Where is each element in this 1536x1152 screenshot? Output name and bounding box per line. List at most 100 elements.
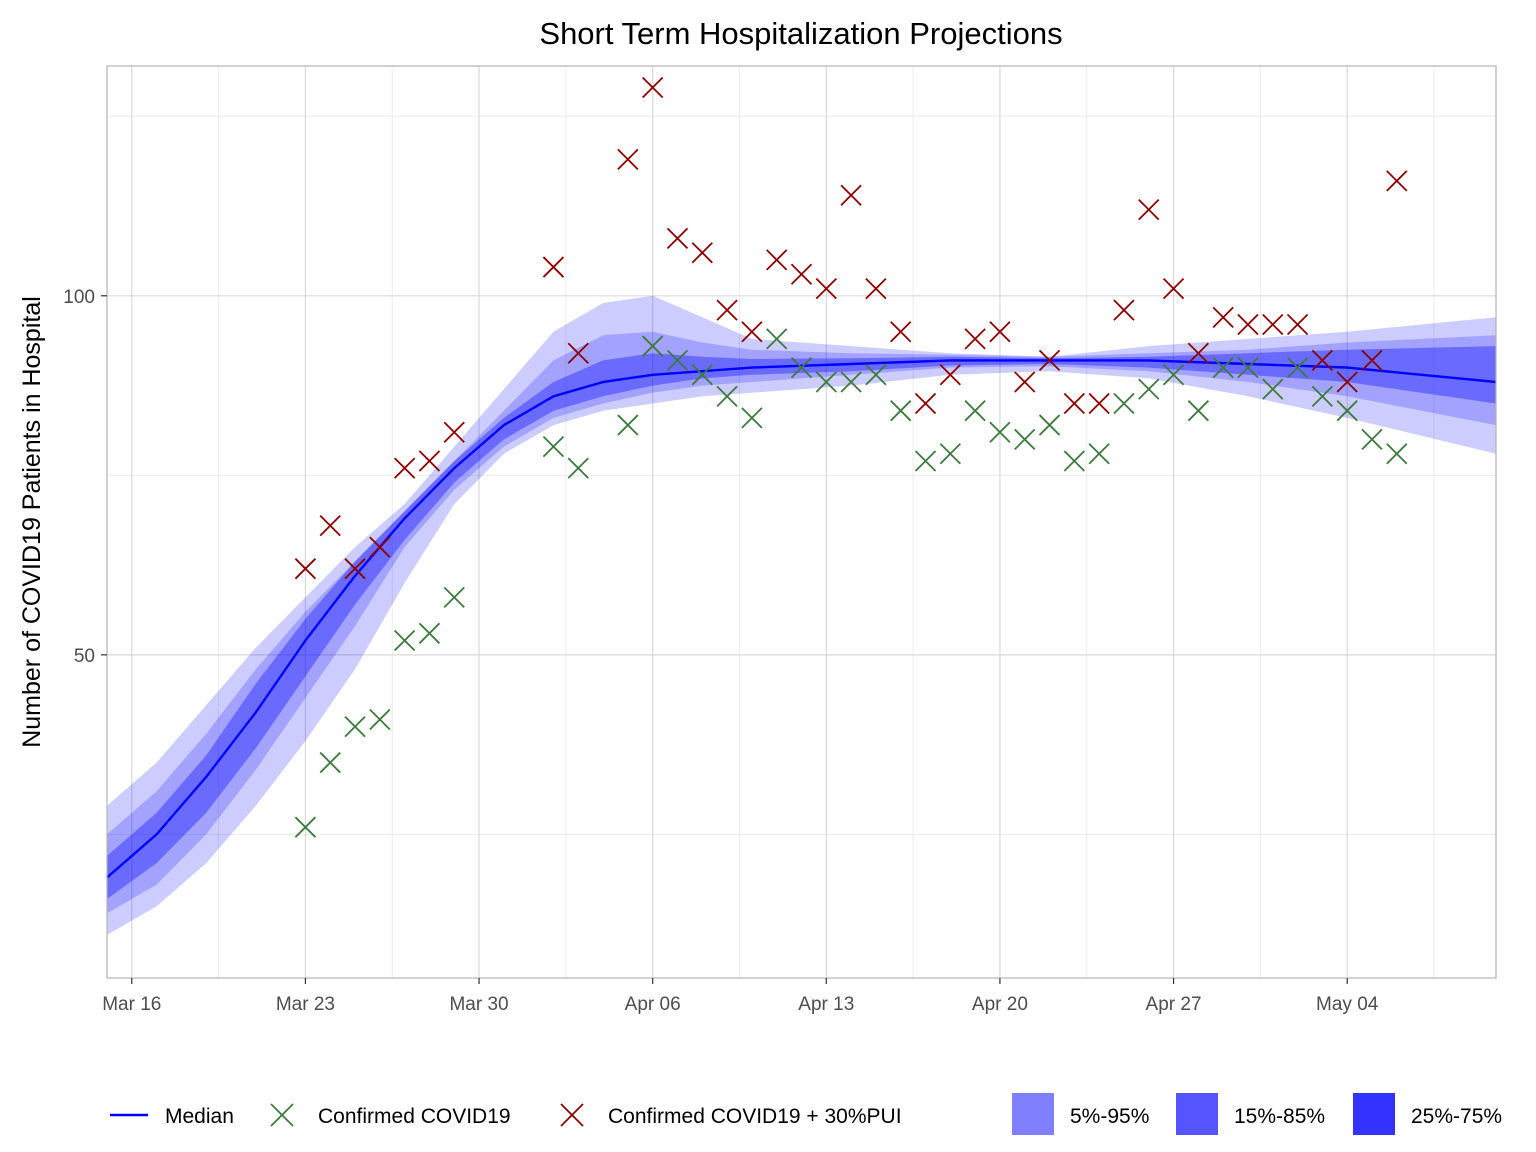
band-5-95 xyxy=(107,295,1496,935)
marker-stroke xyxy=(1336,400,1358,422)
confirmed-pui-point xyxy=(369,536,391,558)
marker-stroke xyxy=(1138,198,1160,221)
marker-stroke xyxy=(560,1103,584,1127)
marker-stroke xyxy=(840,184,862,206)
confirmed-pui-point xyxy=(418,450,441,472)
marker-stroke xyxy=(1237,356,1259,379)
marker-stroke xyxy=(394,629,416,652)
major-gridlines xyxy=(107,66,1496,978)
confirmed-point xyxy=(319,751,341,774)
confirmed-pui-point xyxy=(1038,349,1061,372)
confirmed-point xyxy=(741,407,763,429)
confirmed-point xyxy=(1286,356,1309,379)
marker-stroke xyxy=(1038,349,1061,372)
confirmed-pui-point xyxy=(1336,371,1358,393)
marker-stroke xyxy=(542,256,565,278)
confirmed-point xyxy=(815,371,837,393)
marker-stroke xyxy=(1361,428,1383,451)
x-tick-label: May 04 xyxy=(1316,994,1379,1015)
marker-stroke xyxy=(691,364,713,386)
confirmed-pui-point xyxy=(1386,170,1408,192)
marker-stroke xyxy=(294,558,317,580)
confirmed-point xyxy=(1138,378,1160,400)
y-axis-ticks: 50 100 xyxy=(63,287,107,667)
marker-stroke xyxy=(270,1103,294,1127)
legend-pui-x xyxy=(560,1103,584,1127)
confirmed-point xyxy=(1386,443,1408,465)
x-tick-label: Apr 13 xyxy=(798,994,854,1015)
confirmed-pui-point xyxy=(865,277,887,300)
legend-band-5-95-label: 5%-95% xyxy=(1070,1105,1149,1128)
confirmed-point xyxy=(840,371,862,393)
marker-stroke xyxy=(1113,392,1135,415)
confirmed-pui-point xyxy=(642,76,664,99)
marker-stroke xyxy=(1187,400,1209,422)
plot-area xyxy=(106,65,1497,979)
confirmed-pui-point xyxy=(1138,198,1160,221)
confirmed-pui-point xyxy=(939,364,961,386)
marker-stroke xyxy=(418,622,441,644)
confirmed-pui-point xyxy=(989,321,1011,343)
marker-stroke xyxy=(1212,306,1234,328)
legend-item-band-25-75: 25%-75% xyxy=(1353,1093,1502,1135)
legend-confirmed-label: Confirmed COVID19 xyxy=(318,1105,511,1128)
confirmed-pui-point xyxy=(815,277,837,300)
marker-stroke xyxy=(642,76,664,99)
y-tick-label: 50 xyxy=(74,646,95,667)
marker-stroke xyxy=(666,227,689,249)
marker-stroke xyxy=(418,450,441,472)
marker-stroke xyxy=(369,708,391,731)
confirmed-pui-point xyxy=(1063,392,1085,415)
confirmed-point xyxy=(394,629,416,652)
marker-stroke xyxy=(394,457,416,479)
confirmed-point xyxy=(890,400,912,422)
marker-stroke xyxy=(790,356,813,379)
uncertainty-bands xyxy=(107,295,1496,935)
marker-stroke xyxy=(716,385,738,407)
marker-stroke xyxy=(617,148,639,170)
marker-stroke xyxy=(443,586,465,609)
legend-item-median: Median xyxy=(110,1105,234,1128)
y-axis-title: Number of COVID19 Patients in Hospital xyxy=(18,296,46,748)
marker-stroke xyxy=(1212,356,1234,379)
confirmed-point xyxy=(1038,414,1061,436)
marker-stroke xyxy=(939,364,961,386)
marker-stroke xyxy=(815,277,837,300)
confirmed-pui-point xyxy=(1286,313,1309,336)
confirmed-pui-point xyxy=(319,514,341,537)
marker-stroke xyxy=(1088,443,1110,465)
marker-stroke xyxy=(344,716,366,738)
x-tick-label: Apr 20 xyxy=(972,994,1028,1015)
confirmed-point xyxy=(542,435,565,458)
marker-stroke xyxy=(1361,349,1383,372)
marker-stroke xyxy=(1262,378,1284,400)
marker-stroke xyxy=(1386,443,1408,465)
marker-stroke xyxy=(741,321,763,343)
marker-stroke xyxy=(1262,313,1284,336)
legend-band-15-85-label: 15%-85% xyxy=(1234,1105,1325,1128)
confirmed-pui-point xyxy=(691,242,713,264)
marker-stroke xyxy=(567,342,589,364)
legend-item-confirmed-pui: Confirmed COVID19 + 30%PUI xyxy=(560,1103,902,1128)
confirmed-point xyxy=(1014,428,1036,451)
confirmed-point xyxy=(939,443,961,465)
legend-item-confirmed: Confirmed COVID19 xyxy=(270,1103,511,1128)
confirmed-pui-point xyxy=(394,457,416,479)
marker-stroke xyxy=(1237,313,1259,336)
marker-stroke xyxy=(1386,170,1408,192)
marker-stroke xyxy=(369,536,391,558)
confirmed-point xyxy=(766,328,788,350)
marker-stroke xyxy=(1088,392,1110,415)
marker-stroke xyxy=(642,335,664,357)
confirmed-pui-point xyxy=(617,148,639,170)
marker-stroke xyxy=(617,414,639,436)
confirmed-point xyxy=(1311,385,1334,407)
median-line xyxy=(106,359,1497,879)
legend-confirmed-marker xyxy=(270,1103,294,1127)
x-tick-label: Mar 16 xyxy=(102,994,161,1015)
marker-stroke xyxy=(914,392,937,415)
marker-stroke xyxy=(691,242,713,264)
plot-border xyxy=(106,65,1497,979)
legend-item-band-5-95: 5%-95% xyxy=(1012,1093,1149,1135)
